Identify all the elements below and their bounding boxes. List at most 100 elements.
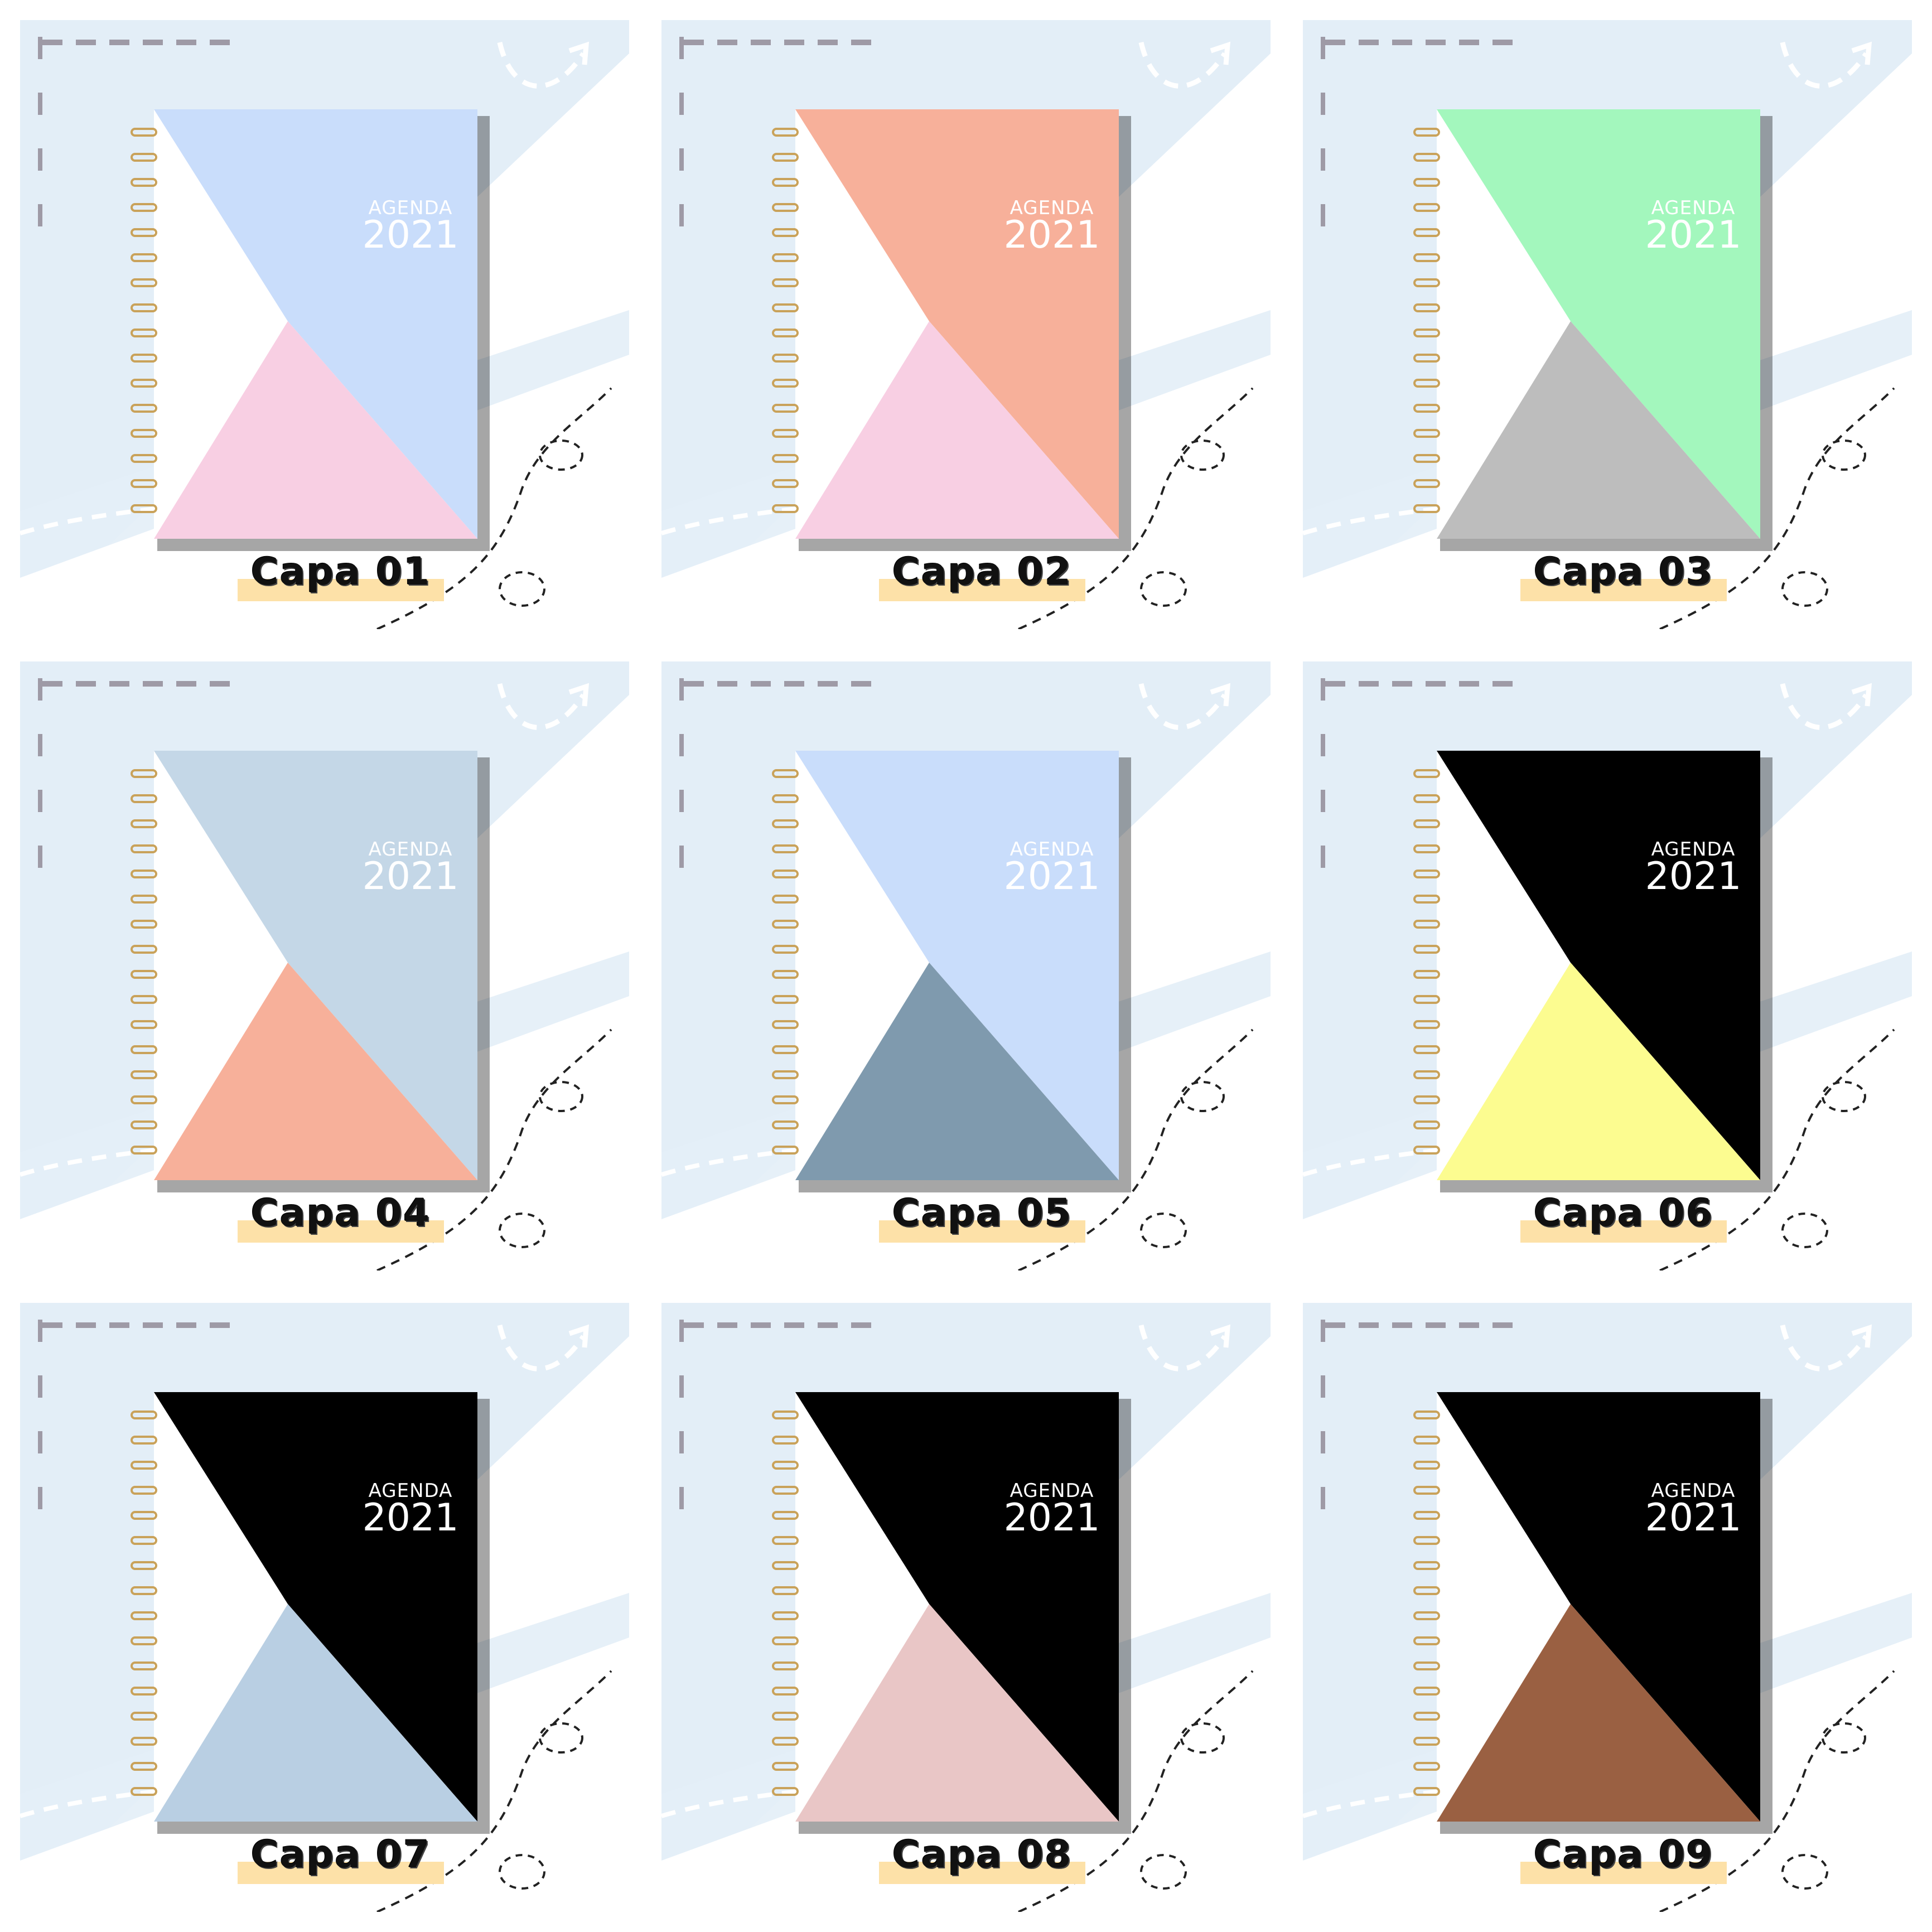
spiral-ring: [131, 278, 157, 287]
cover-year-text: 2021: [362, 854, 459, 899]
cover-tile[interactable]: AGENDA 2021 Capa 06: [1303, 661, 1912, 1271]
notebook-illustration: [772, 1392, 1131, 1834]
spiral-ring: [131, 794, 157, 803]
spiral-ring: [772, 1737, 799, 1746]
spiral-ring: [131, 1586, 157, 1595]
dashed-loop-lower: [1781, 1213, 1828, 1248]
spiral-ring: [772, 819, 799, 828]
spiral-ring: [772, 1561, 799, 1570]
spiral-ring: [1413, 769, 1440, 778]
cover-tile[interactable]: AGENDA 2021 Capa 08: [661, 1303, 1271, 1912]
spiral-ring: [1413, 1045, 1440, 1054]
label-tape: [238, 1220, 444, 1243]
spiral-ring: [1413, 1436, 1440, 1445]
dashed-loop-lower: [499, 571, 545, 607]
spiral-ring: [772, 995, 799, 1004]
spiral-ring: [772, 303, 799, 312]
spiral-ring: [772, 1787, 799, 1796]
cover-tile[interactable]: AGENDA 2021 Capa 09: [1303, 1303, 1912, 1912]
dashed-arrow-curve: [1780, 1325, 1868, 1371]
cover-bottom-shape: [795, 1604, 1119, 1822]
cover-top-shape: [1437, 1392, 1760, 1822]
cover-tile[interactable]: AGENDA 2021 Capa 05: [661, 661, 1271, 1271]
spiral-ring: [1413, 1561, 1440, 1570]
spiral-ring: [1413, 970, 1440, 979]
spiral-ring: [772, 128, 799, 137]
spiral-ring: [1413, 1070, 1440, 1079]
spiral-ring: [1413, 153, 1440, 162]
spiral-ring: [772, 1762, 799, 1771]
arrow-head: [568, 1324, 590, 1348]
spiral-ring: [772, 769, 799, 778]
spiral-binding: [131, 128, 157, 513]
cover-tile[interactable]: AGENDA 2021 Capa 07: [20, 1303, 629, 1912]
spiral-ring: [131, 1095, 157, 1104]
spiral-ring: [772, 178, 799, 187]
spiral-ring: [1413, 1120, 1440, 1129]
spiral-ring: [131, 1611, 157, 1620]
spiral-ring: [131, 1436, 157, 1445]
arrow-head: [1851, 683, 1872, 707]
spiral-ring: [131, 228, 157, 237]
dashed-arrow-curve: [497, 42, 586, 89]
notebook-cover: AGENDA 2021: [131, 745, 505, 1202]
cover-tile[interactable]: AGENDA 2021 Capa 04: [20, 661, 629, 1271]
cover-bottom-shape: [154, 963, 477, 1180]
cover-label: Capa 03: [1533, 550, 1714, 594]
spiral-ring: [1413, 479, 1440, 488]
spiral-ring: [131, 303, 157, 312]
cover-label: Capa 08: [892, 1833, 1073, 1877]
label-tape: [238, 579, 444, 601]
spiral-ring: [131, 1070, 157, 1079]
cover-label: Capa 04: [250, 1191, 431, 1235]
cover-year-text: 2021: [1003, 213, 1100, 257]
dashed-arrow-curve: [1780, 683, 1868, 730]
cover-top-shape: [1437, 109, 1760, 539]
cover-tile[interactable]: AGENDA 2021 Capa 02: [661, 20, 1271, 629]
spiral-ring: [1413, 1486, 1440, 1495]
spiral-ring: [772, 844, 799, 853]
spiral-ring: [131, 1636, 157, 1645]
spiral-ring: [131, 429, 157, 438]
cover-agenda-text: AGENDA: [1651, 838, 1736, 861]
spiral-ring: [1413, 794, 1440, 803]
spiral-ring: [1413, 1611, 1440, 1620]
cover-agenda-text: AGENDA: [1010, 197, 1094, 219]
spiral-ring: [1413, 379, 1440, 388]
spiral-ring: [772, 1586, 799, 1595]
spiral-ring: [1413, 178, 1440, 187]
spiral-ring: [131, 354, 157, 363]
notebook-cover: AGENDA 2021: [772, 745, 1147, 1202]
spiral-ring: [772, 920, 799, 929]
cover-tile[interactable]: AGENDA 2021 Capa 03: [1303, 20, 1912, 629]
spiral-ring: [1413, 920, 1440, 929]
spiral-ring: [1413, 429, 1440, 438]
cover-year-text: 2021: [362, 1496, 459, 1540]
notebook-illustration: [131, 751, 490, 1192]
spiral-ring: [772, 970, 799, 979]
dashed-loop-upper: [1822, 1081, 1866, 1112]
spiral-binding: [772, 769, 799, 1155]
spiral-ring: [772, 1486, 799, 1495]
dashed-arrow-curve: [497, 1325, 586, 1371]
cover-agenda-text: AGENDA: [1010, 838, 1094, 861]
notebook-cover: AGENDA 2021: [1413, 1387, 1788, 1844]
spiral-ring: [772, 228, 799, 237]
spiral-ring: [131, 404, 157, 413]
cover-label: Capa 06: [1533, 1191, 1714, 1235]
cover-label: Capa 07: [250, 1833, 431, 1877]
spiral-ring: [772, 379, 799, 388]
dashed-loop-lower: [1140, 1213, 1187, 1248]
spiral-ring: [1413, 1511, 1440, 1520]
spiral-ring: [1413, 329, 1440, 337]
spiral-ring: [131, 895, 157, 904]
arrow-head: [1210, 683, 1231, 707]
spiral-ring: [772, 1070, 799, 1079]
spiral-ring: [131, 920, 157, 929]
cover-year-text: 2021: [1003, 1496, 1100, 1540]
dashed-arrow-curve: [1138, 683, 1227, 730]
cover-top-shape: [154, 751, 477, 1180]
cover-tile[interactable]: AGENDA 2021 Capa 01: [20, 20, 629, 629]
label-tape: [1520, 1220, 1727, 1243]
spiral-ring: [772, 153, 799, 162]
